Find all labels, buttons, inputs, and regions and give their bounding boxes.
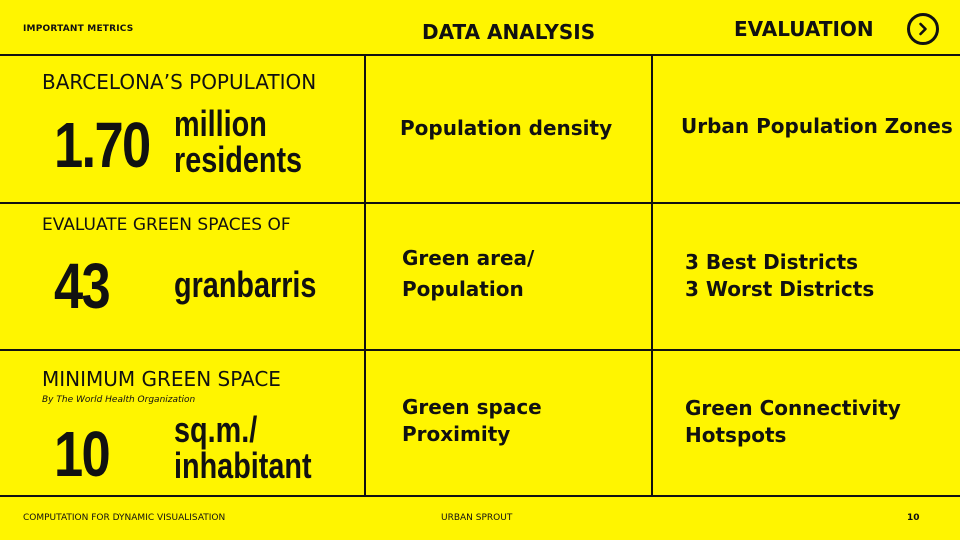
metric-heading-population: BARCELONA’S POPULATION: [42, 70, 317, 94]
evaluation-connectivity-line1: Green Connectivity: [685, 396, 901, 420]
evaluation-title: EVALUATION: [734, 17, 874, 41]
metric-unit-inhabitant: inhabitant: [174, 445, 312, 486]
metric-unit-line2: residents: [174, 139, 303, 180]
metric-value-min-green: 10: [54, 418, 111, 490]
footer-center-text: URBAN SPROUT: [441, 513, 513, 523]
grid-line-col1: [364, 56, 366, 496]
analysis-green-area-line1: Green area/: [402, 246, 535, 270]
header-left-label: IMPORTANT METRICS: [23, 24, 134, 34]
evaluation-urban-population-zones: Urban Population Zones: [681, 114, 953, 138]
analysis-green-space-line2: Proximity: [402, 422, 511, 446]
footer-left-text: COMPUTATION FOR DYNAMIC VISUALISATION: [23, 513, 226, 523]
page-number: 10: [907, 513, 920, 523]
metric-subheading-who: By The World Health Organization: [42, 395, 196, 405]
evaluation-connectivity-line2: Hotspots: [685, 423, 787, 447]
chevron-right-icon: [919, 22, 927, 36]
grid-line-row2: [0, 349, 960, 351]
metric-unit-line1: million: [174, 103, 267, 144]
analysis-green-space-line1: Green space: [402, 395, 542, 419]
grid-line-top: [0, 54, 960, 56]
metric-unit-granbarris: granbarris: [174, 264, 317, 305]
analysis-population-density: Population density: [400, 116, 613, 140]
metric-heading-minimum-green: MINIMUM GREEN SPACE: [42, 367, 281, 391]
metric-heading-green-spaces: EVALUATE GREEN SPACES OF: [42, 215, 291, 235]
metric-value-population: 1.70: [54, 109, 151, 181]
grid-line-col2: [651, 56, 653, 496]
grid-line-row1: [0, 202, 960, 204]
metric-unit-sqm: sq.m./: [174, 409, 258, 450]
grid-line-bottom: [0, 495, 960, 497]
page-title: DATA ANALYSIS: [422, 20, 596, 44]
next-button[interactable]: [907, 13, 939, 45]
evaluation-worst-districts: 3 Worst Districts: [685, 277, 875, 301]
analysis-green-area-line2: Population: [402, 277, 524, 301]
metric-value-granbarris: 43: [54, 250, 111, 322]
evaluation-best-districts: 3 Best Districts: [685, 250, 859, 274]
